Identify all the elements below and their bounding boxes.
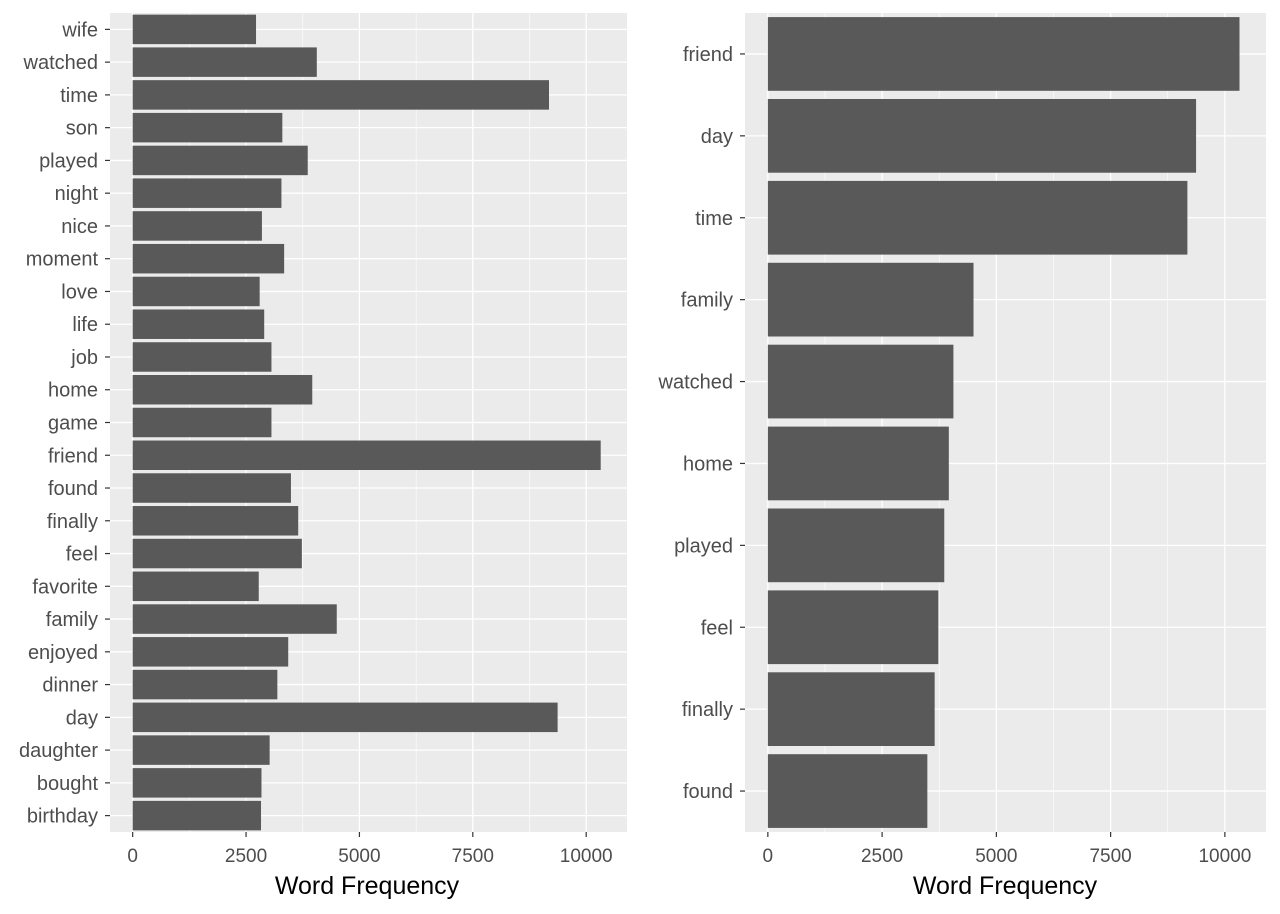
bar-friend <box>132 440 601 471</box>
y-tick-label-job: job <box>70 347 98 369</box>
y-tick-label-friend: friend <box>48 445 98 467</box>
bar-job <box>132 342 272 372</box>
x-axis-title-right: Word Frequency <box>913 872 1098 900</box>
y-tick-label-finally: finally <box>47 511 98 533</box>
y-tick-label-home: home <box>683 453 733 475</box>
y-tick-label-feel: feel <box>66 544 98 566</box>
x-tick-label: 7500 <box>1089 846 1131 867</box>
y-tick-label-love: love <box>61 281 98 303</box>
bar-played <box>767 508 945 583</box>
y-tick-label-time: time <box>60 85 98 107</box>
chart-panel-right: friend day time family watched home played feel… <box>658 13 1266 867</box>
bar-finally <box>132 506 299 536</box>
y-tick-label-watched: watched <box>658 372 734 394</box>
bar-day <box>767 98 1197 173</box>
bar-played <box>132 145 308 176</box>
bar-birthday <box>132 800 262 831</box>
bar-daughter <box>132 735 270 765</box>
bar-night <box>132 178 282 208</box>
y-tick-label-night: night <box>55 183 99 205</box>
x-tick-label: 10000 <box>560 846 613 867</box>
bar-love <box>132 276 260 307</box>
x-axis-title-left: Word Frequency <box>275 872 460 900</box>
bar-nice <box>132 211 262 241</box>
bar-moment <box>132 243 285 274</box>
y-tick-label-nice: nice <box>61 216 98 238</box>
y-tick-label-family: family <box>681 290 733 312</box>
y-tick-label-life: life <box>72 314 98 336</box>
bar-home <box>767 426 949 501</box>
bar-home <box>132 374 313 405</box>
bar-enjoyed <box>132 637 289 667</box>
bar-time <box>767 180 1188 255</box>
y-tick-label-friend: friend <box>683 44 733 66</box>
y-tick-label-bought: bought <box>37 773 99 795</box>
bar-favorite <box>132 571 259 602</box>
x-tick-label: 2500 <box>225 846 267 867</box>
y-tick-label-daughter: daughter <box>19 740 98 762</box>
chart-panel-left: wife watched time son played night nice moment l… <box>19 13 627 867</box>
y-tick-label-birthday: birthday <box>27 806 98 828</box>
y-tick-label-enjoyed: enjoyed <box>28 642 98 664</box>
x-tick-label: 5000 <box>338 846 380 867</box>
bar-friend <box>767 17 1240 91</box>
x-tick-label: 0 <box>763 846 774 867</box>
y-tick-label-found: found <box>683 781 733 803</box>
bar-family <box>767 262 974 337</box>
y-tick-label-son: son <box>66 118 98 140</box>
bar-wife <box>132 14 257 45</box>
bar-time <box>132 80 549 110</box>
bar-game <box>132 407 272 438</box>
y-tick-label-finally: finally <box>682 699 733 721</box>
y-tick-label-dinner: dinner <box>42 675 98 697</box>
bar-feel <box>132 538 302 569</box>
x-tick-label: 5000 <box>975 846 1017 867</box>
x-tick-label: 10000 <box>1198 846 1251 867</box>
x-tick-label: 7500 <box>452 846 494 867</box>
y-tick-label-found: found <box>48 478 98 500</box>
y-tick-label-game: game <box>48 413 98 435</box>
x-tick-label: 2500 <box>861 846 903 867</box>
bar-watched <box>767 344 954 419</box>
y-tick-label-home: home <box>48 380 98 402</box>
y-tick-label-day: day <box>66 707 98 729</box>
bar-watched <box>132 47 317 77</box>
x-tick-label: 0 <box>127 846 138 867</box>
bar-finally <box>767 672 935 747</box>
bar-dinner <box>132 669 278 700</box>
bar-found <box>767 754 928 828</box>
bar-life <box>132 309 265 339</box>
y-tick-label-wife: wife <box>61 19 98 41</box>
y-tick-label-played: played <box>674 535 733 557</box>
y-tick-label-moment: moment <box>26 249 99 271</box>
bar-feel <box>767 590 939 665</box>
bar-found <box>132 473 291 503</box>
bar-day <box>132 702 558 733</box>
y-tick-label-watched: watched <box>23 52 99 74</box>
bar-bought <box>132 768 262 798</box>
bar-family <box>132 604 337 634</box>
y-tick-label-favorite: favorite <box>32 576 98 598</box>
y-tick-label-day: day <box>701 126 733 148</box>
bar-son <box>132 112 283 143</box>
y-tick-label-feel: feel <box>701 617 733 639</box>
y-tick-label-time: time <box>695 208 733 230</box>
y-tick-label-played: played <box>39 150 98 172</box>
y-tick-label-family: family <box>46 609 98 631</box>
